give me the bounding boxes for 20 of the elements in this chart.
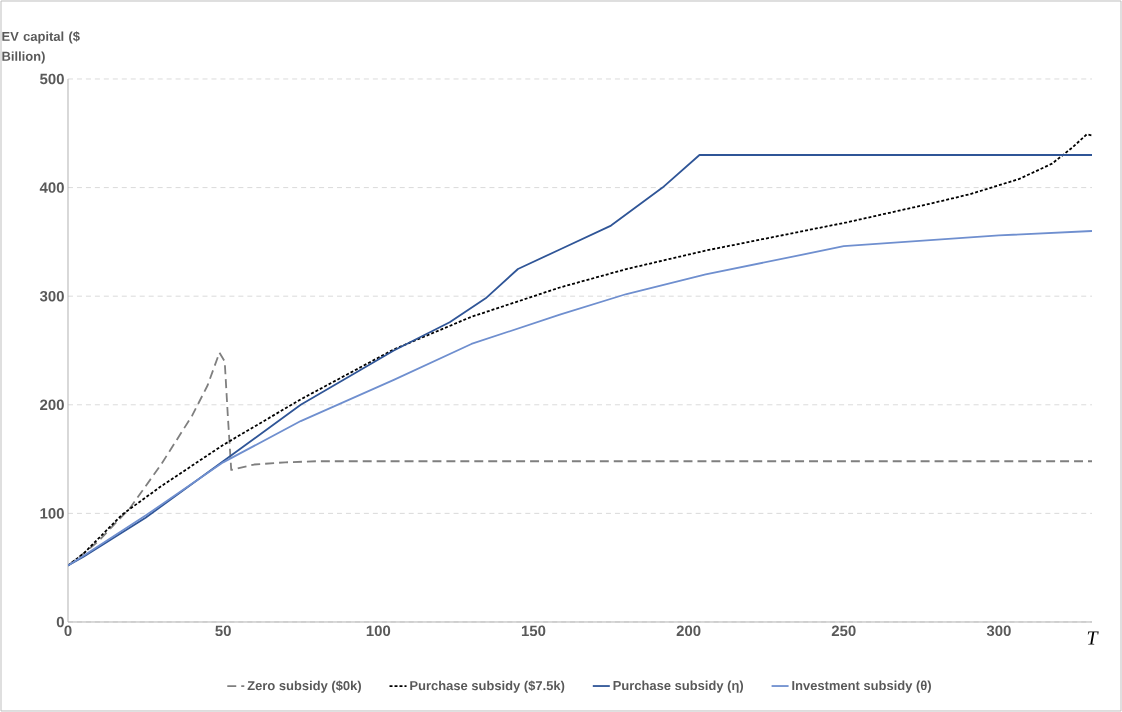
- y-tick-label: 0: [56, 616, 64, 628]
- y-axis-title: EV capital ($ Billion): [2, 31, 80, 64]
- x-tick-label: 100: [366, 625, 391, 637]
- legend-label: Purchase subsidy (η): [613, 680, 744, 693]
- line-series: [68, 230, 1092, 567]
- legend-label: Purchase subsidy ($7.5k): [410, 680, 565, 693]
- x-tick-label: 200: [676, 625, 701, 637]
- x-tick-label: 150: [521, 625, 546, 637]
- y-tick-label: 500: [40, 73, 64, 85]
- x-axis-title: T: [1087, 631, 1099, 645]
- y-tick-label: 400: [39, 182, 64, 193]
- x-tick-label: 50: [215, 625, 231, 637]
- x-tick-label: 300: [986, 625, 1011, 637]
- legend-label: Zero subsidy ($0k): [247, 680, 361, 693]
- y-tick-label: 100: [40, 508, 64, 519]
- y-tick-label: 200: [40, 399, 64, 411]
- y-tick-label: 300: [39, 290, 64, 302]
- legend-label: Investment subsidy (θ): [792, 680, 931, 693]
- x-tick-label: 250: [831, 625, 856, 637]
- x-tick-label: 0: [64, 625, 72, 637]
